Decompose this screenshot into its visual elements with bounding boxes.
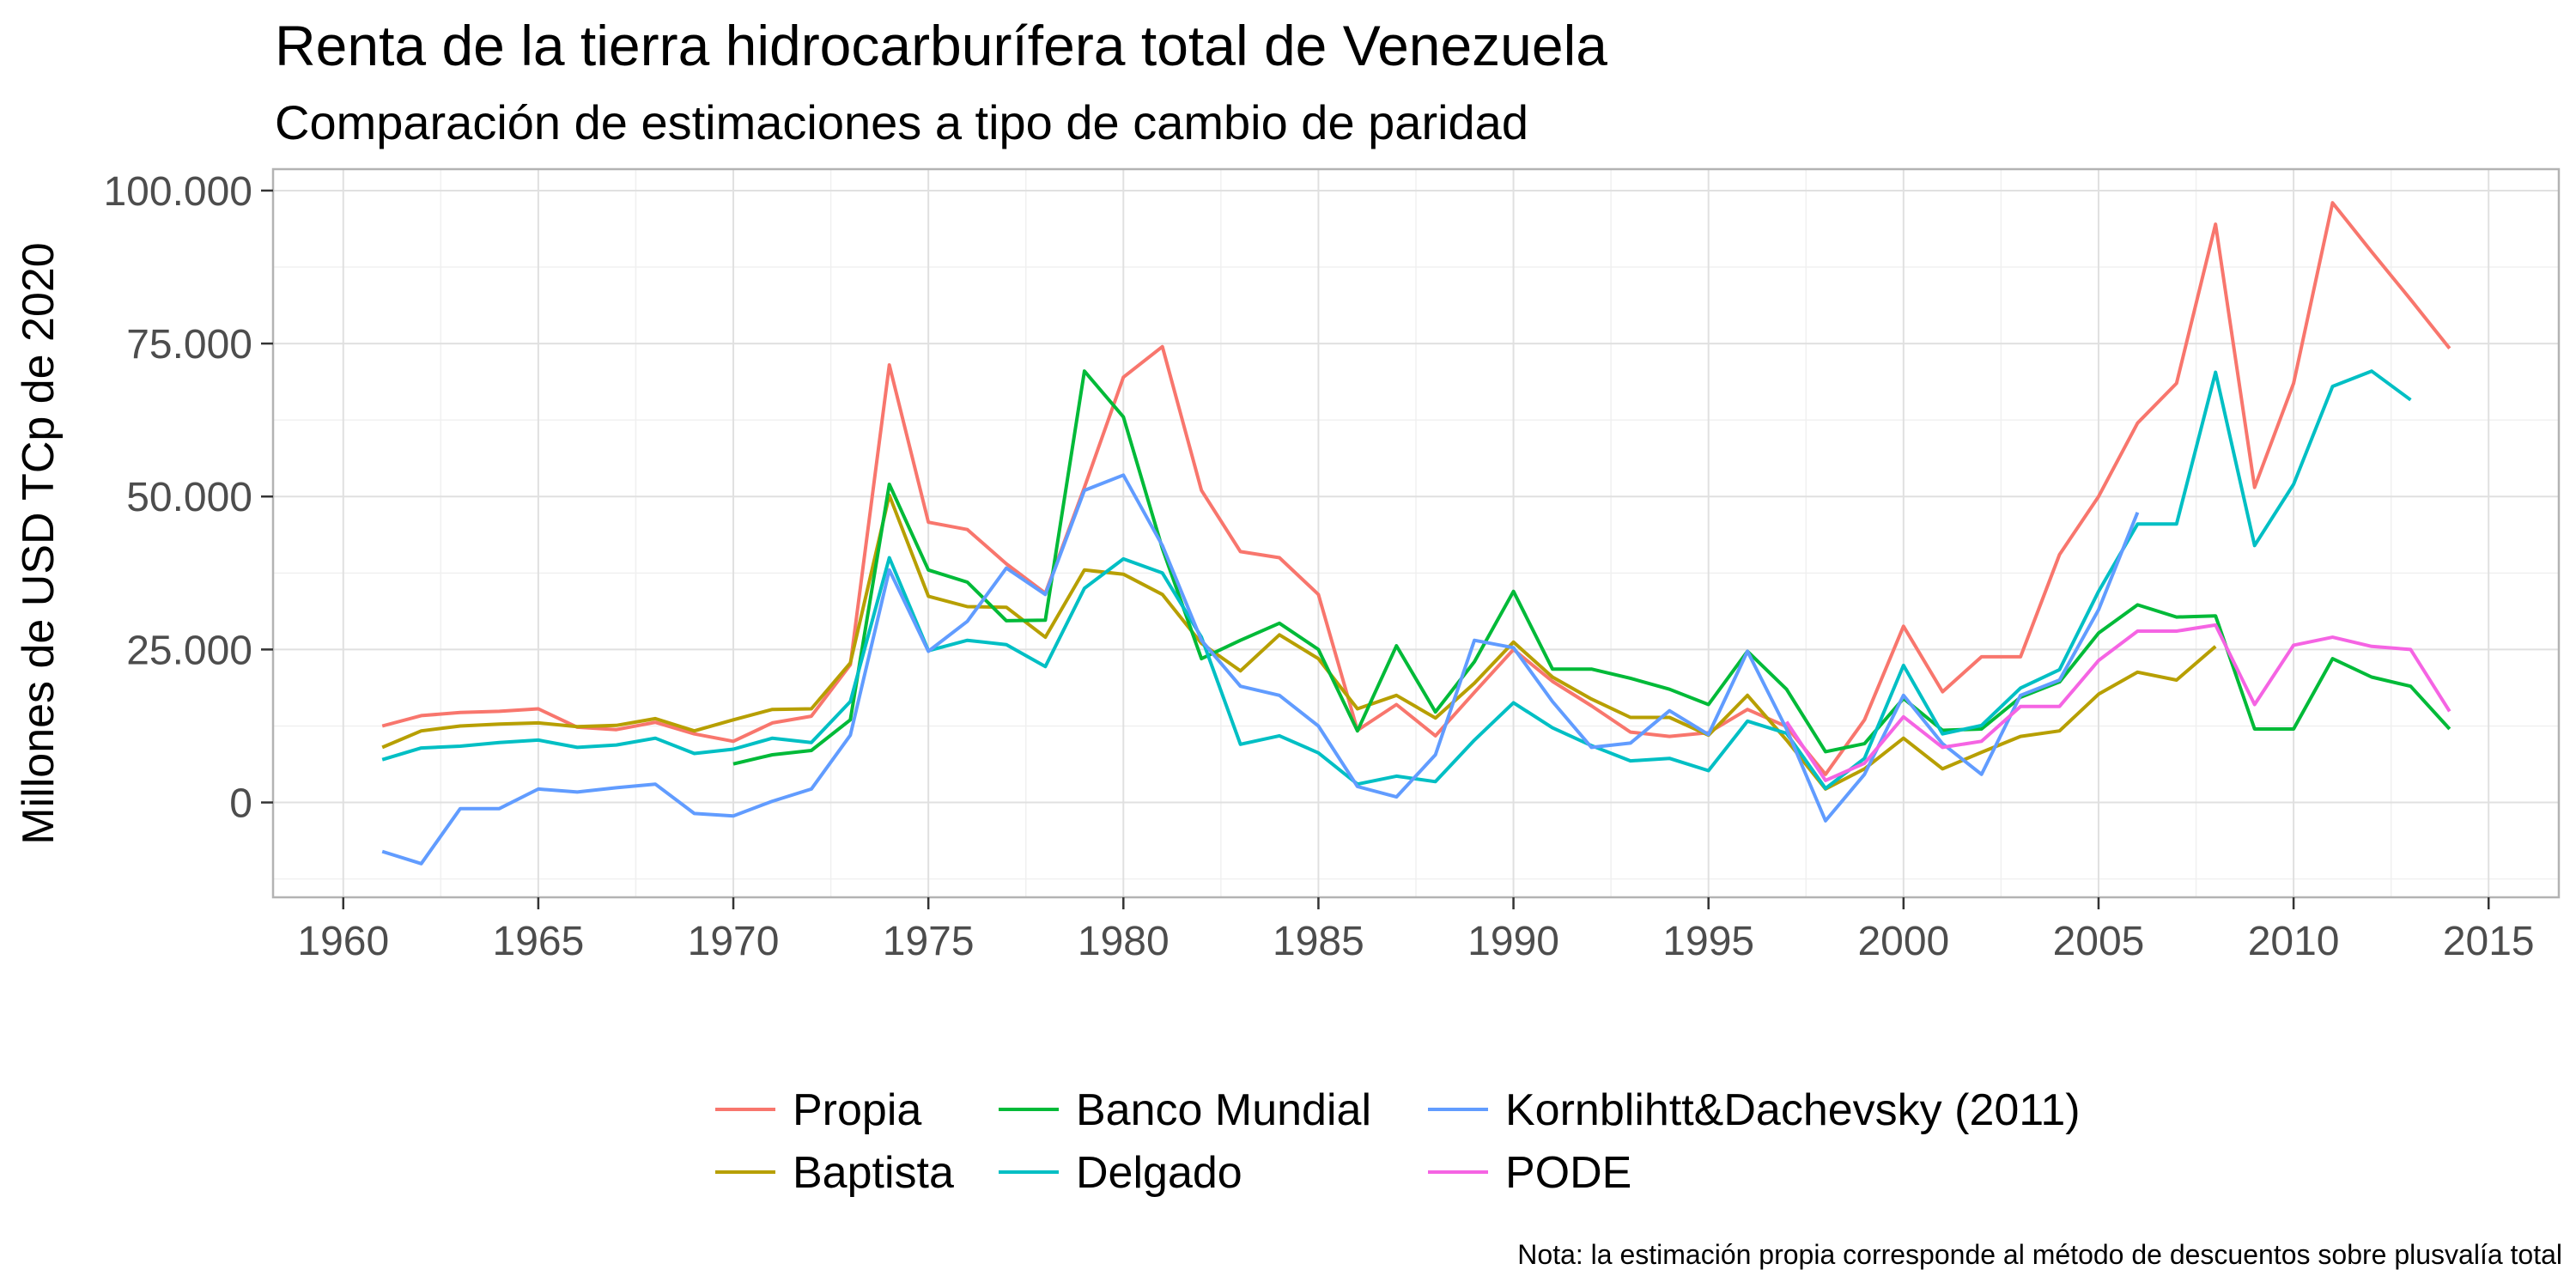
series-line: [1784, 623, 2451, 782]
series-line: [381, 493, 2217, 791]
y-tick-label: 0: [229, 781, 252, 827]
chart-subtitle: Comparación de estimaciones a tipo de ca…: [275, 95, 1528, 149]
x-tick-label: 1970: [688, 919, 780, 964]
legend-label: Propia: [793, 1085, 921, 1135]
y-tick-label: 100.000: [103, 169, 252, 215]
chart-caption: Nota: la estimación propia corresponde a…: [1517, 1239, 2562, 1270]
series-line: [381, 369, 2412, 791]
panel-border: [271, 167, 2561, 899]
grid-minor: [273, 169, 2559, 897]
axis-ticks: [261, 189, 2490, 909]
legend: Propia Baptista Banco Mundial Delgado Kornbl…: [715, 1085, 2081, 1198]
tick-labels: 1960 1965 1970 1975 1980 1985 1990 1995 2000 2005…: [103, 169, 2534, 964]
x-tick-label: 1960: [297, 919, 389, 964]
grid-major: [273, 169, 2559, 897]
x-tick-label: 1975: [883, 919, 975, 964]
x-tick-label: 2015: [2443, 919, 2535, 964]
series-line: [381, 473, 2140, 866]
x-tick-label: 1985: [1273, 919, 1364, 964]
x-tick-label: 1965: [493, 919, 585, 964]
x-tick-label: 1995: [1662, 919, 1754, 964]
x-tick-label: 1990: [1467, 919, 1559, 964]
x-tick-label: 2005: [2053, 919, 2145, 964]
series-lines: [381, 201, 2451, 866]
chart-title: Renta de la tierra hidrocarburífera tota…: [275, 14, 1607, 77]
series-line: [732, 369, 2451, 766]
x-tick-label: 2010: [2248, 919, 2340, 964]
y-tick-label: 75.000: [126, 322, 252, 368]
legend-label: PODE: [1505, 1148, 1631, 1198]
legend-label: Delgado: [1076, 1148, 1242, 1198]
series-line: [381, 201, 2451, 776]
legend-label: Kornblihtt&Dachevsky (2011): [1505, 1085, 2081, 1135]
y-tick-label: 25.000: [126, 628, 252, 673]
y-tick-label: 50.000: [126, 475, 252, 520]
y-axis-label: Millones de USD TCp de 2020: [14, 242, 64, 844]
legend-label: Baptista: [793, 1148, 954, 1198]
x-tick-label: 2000: [1857, 919, 1949, 964]
legend-label: Banco Mundial: [1076, 1085, 1371, 1135]
x-tick-label: 1980: [1078, 919, 1170, 964]
